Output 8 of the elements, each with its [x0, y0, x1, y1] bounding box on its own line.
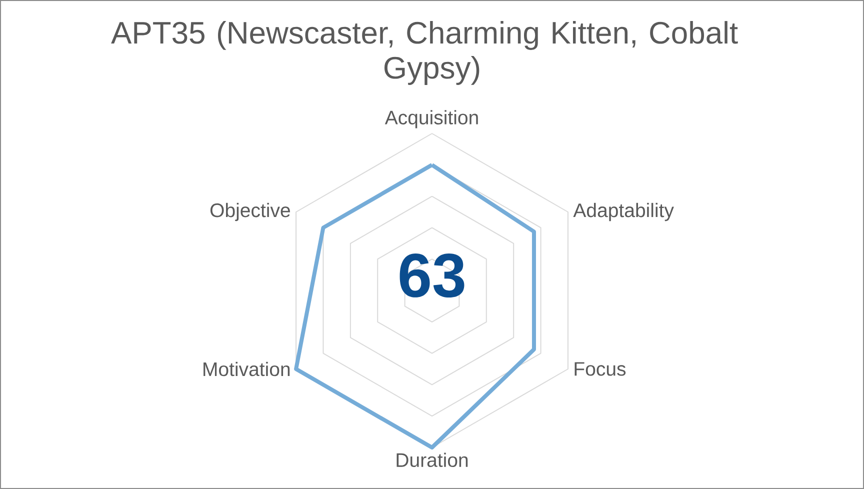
- spoke-label: Focus: [574, 362, 626, 376]
- spoke-label: Duration: [396, 452, 468, 468]
- chart-title: APT35 (Newscaster, Charming Kitten, Cobalt Gypsy): [111, 21, 738, 85]
- spoke-label: Acquisition: [384, 110, 478, 128]
- text: 63: [400, 254, 464, 298]
- spoke-label: Objective: [210, 202, 290, 222]
- spoke-label: Motivation: [204, 362, 290, 376]
- spoke-label: Adaptability: [573, 202, 674, 222]
